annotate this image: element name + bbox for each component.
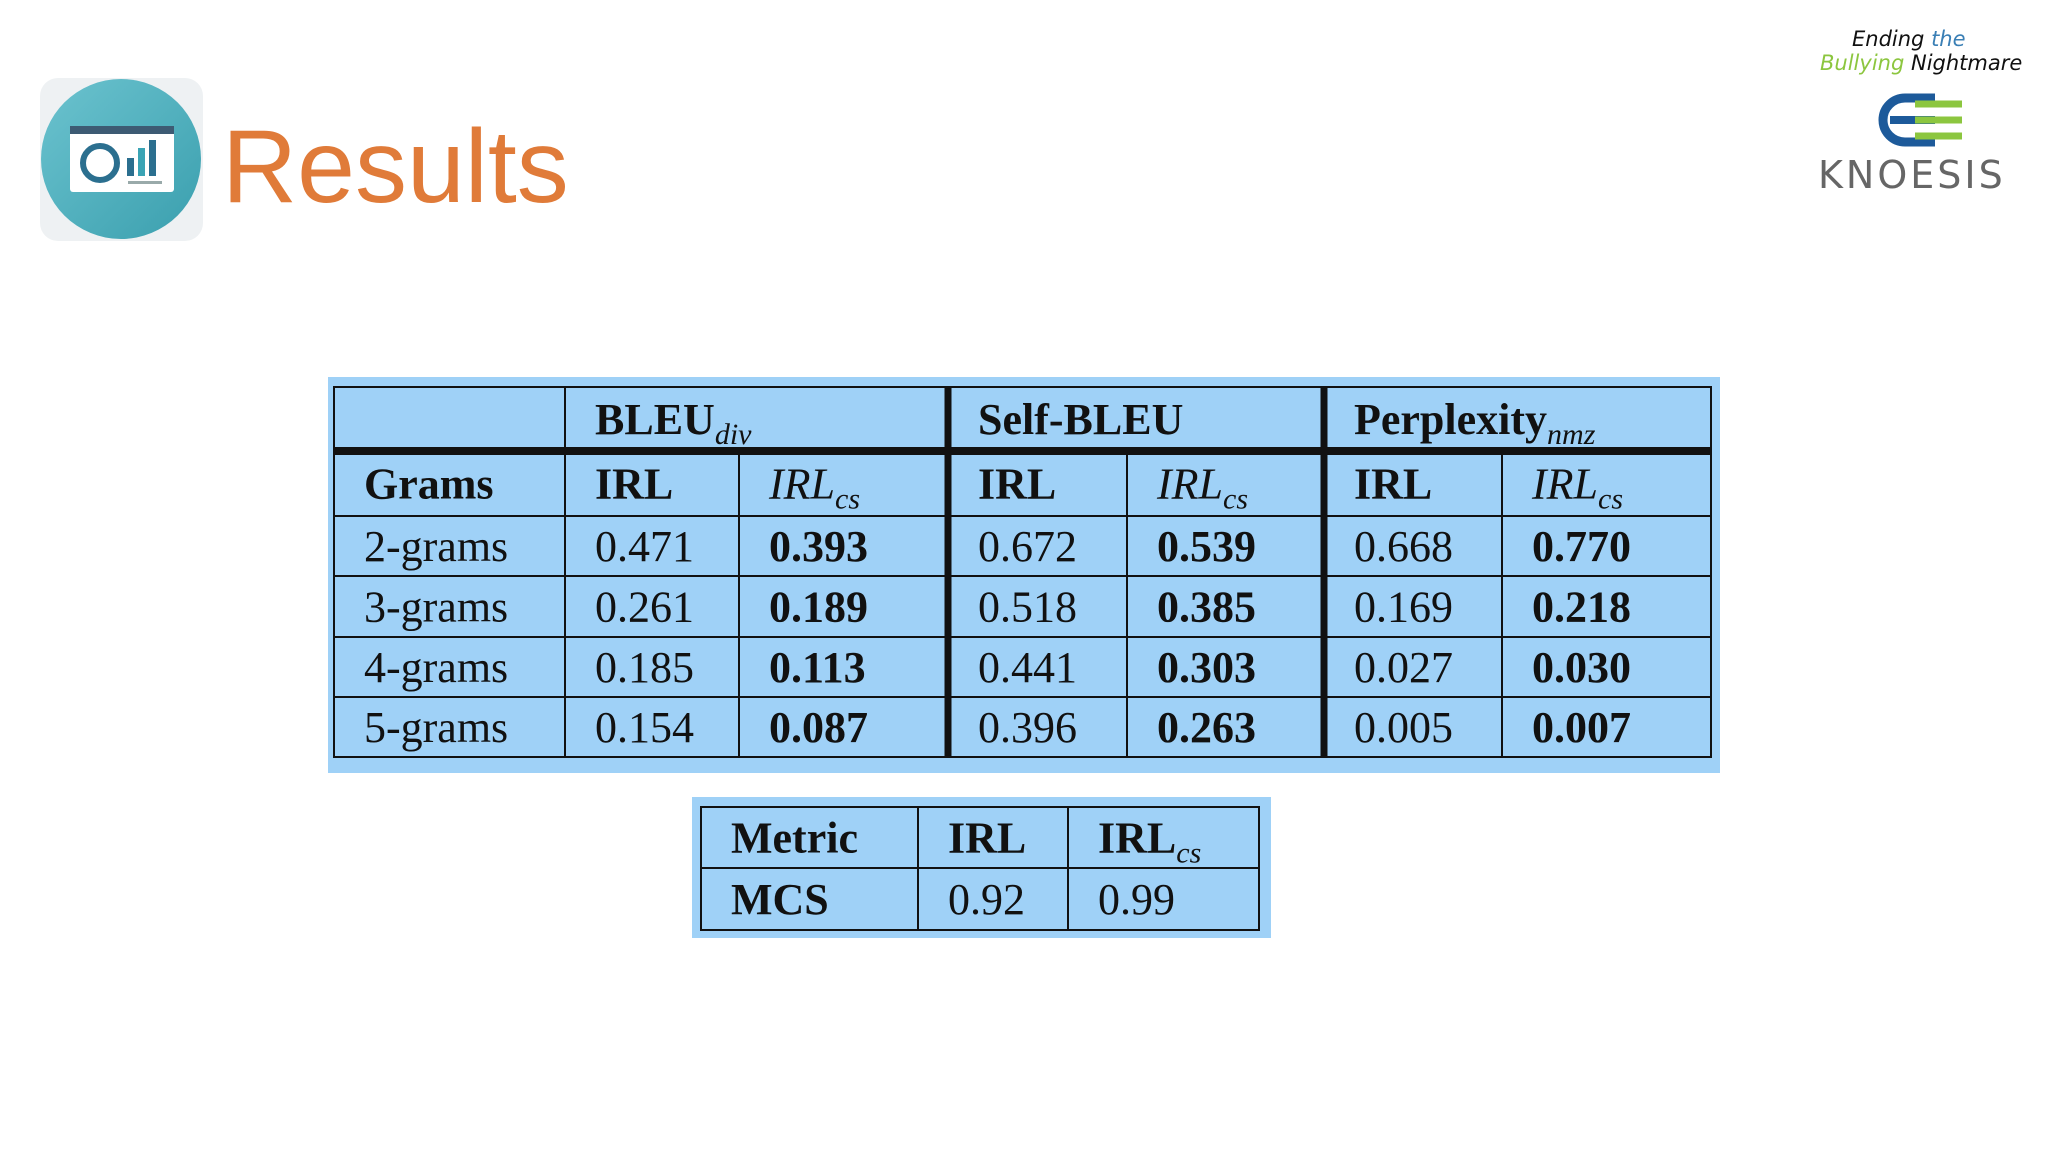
cell-text: 5-grams: [364, 703, 508, 752]
logo-word: Bullying: [1820, 51, 1904, 75]
cell-main: IRL: [1531, 460, 1598, 509]
cell-main: Metric: [731, 814, 858, 863]
logo: Ending the Bullying Nightmare KNOESIS: [1818, 27, 2022, 197]
cell-text: 0.185: [595, 643, 694, 692]
cell-text: IRLcs: [768, 460, 860, 516]
cell-text: Self-BLEU: [978, 395, 1183, 444]
cell-text: BLEUdiv: [595, 395, 752, 451]
cell-text: IRL: [1354, 460, 1432, 509]
cell-text: 0.393: [769, 522, 868, 571]
cell-main: IRL: [1156, 460, 1223, 509]
cell-text: 0.030: [1532, 643, 1631, 692]
cell-text: 0.154: [595, 703, 694, 752]
cell-text: Metric: [731, 814, 858, 863]
cell-subscript: cs: [1176, 837, 1201, 870]
cell-text: 0.189: [769, 583, 868, 632]
cell-main: Grams: [364, 460, 494, 509]
cell-subscript: cs: [835, 483, 860, 516]
cell-text: 0.218: [1532, 583, 1631, 632]
cell-text: 0.396: [978, 703, 1077, 752]
cell-text: IRLcs: [1098, 814, 1201, 870]
cell-main: Perplexity: [1354, 395, 1547, 444]
logo-word: Ending: [1852, 27, 1924, 51]
cell-text: 0.005: [1354, 703, 1453, 752]
cell-text: IRL: [978, 460, 1056, 509]
table-border: [333, 386, 1712, 758]
slide-title: Results: [222, 109, 569, 225]
cell-text: 0.169: [1354, 583, 1453, 632]
logo-wordmark: KNOESIS: [1818, 153, 2006, 197]
logo-word: the: [1931, 27, 1965, 51]
cell-text: IRL: [595, 460, 673, 509]
cell-text: 0.027: [1354, 643, 1453, 692]
cell-text: 0.303: [1157, 643, 1256, 692]
cell-text: 0.471: [595, 522, 694, 571]
cell-main: IRL: [595, 460, 673, 509]
cell-text: Perplexitynmz: [1354, 395, 1596, 451]
cell-text: IRL: [948, 814, 1026, 863]
cell-text: 0.668: [1354, 522, 1453, 571]
logo-tagline: Ending the: [1852, 27, 1966, 51]
results-icon: [40, 78, 203, 241]
cell-main: IRL: [768, 460, 835, 509]
cell-text: 0.263: [1157, 703, 1256, 752]
cell-text: 3-grams: [364, 583, 508, 632]
cell-subscript: cs: [1223, 483, 1248, 516]
cell-text: 0.113: [769, 643, 866, 692]
cell-text: Grams: [364, 460, 494, 509]
cell-text: 0.261: [595, 583, 694, 632]
cell-text: 0.518: [978, 583, 1077, 632]
cell-text: 0.92: [948, 875, 1025, 924]
cell-subscript: cs: [1598, 483, 1623, 516]
cell-text: 0.087: [769, 703, 868, 752]
cell-text: 0.007: [1532, 703, 1631, 752]
cell-text: 0.672: [978, 522, 1077, 571]
cell-main: BLEU: [595, 395, 715, 444]
cell-main: Self-BLEU: [978, 395, 1183, 444]
cell-main: IRL: [1098, 814, 1176, 863]
cell-text: 2-grams: [364, 522, 508, 571]
cell-text: IRLcs: [1156, 460, 1248, 516]
cell-text: 4-grams: [364, 643, 508, 692]
cell-text: 0.99: [1098, 875, 1175, 924]
cell-text: 0.770: [1532, 522, 1631, 571]
cell-subscript: div: [715, 418, 752, 451]
cell-text: 0.539: [1157, 522, 1256, 571]
cell-main: IRL: [1354, 460, 1432, 509]
cell-text: 0.385: [1157, 583, 1256, 632]
cell-main: IRL: [978, 460, 1056, 509]
cell-subscript: nmz: [1547, 418, 1596, 451]
cell-text: 0.441: [978, 643, 1077, 692]
logo-word: Nightmare: [1911, 51, 2022, 75]
cell-text: MCS: [731, 875, 829, 924]
cell-text: IRLcs: [1531, 460, 1623, 516]
cell-main: IRL: [948, 814, 1026, 863]
logo-tagline: Bullying Nightmare: [1820, 51, 2022, 75]
